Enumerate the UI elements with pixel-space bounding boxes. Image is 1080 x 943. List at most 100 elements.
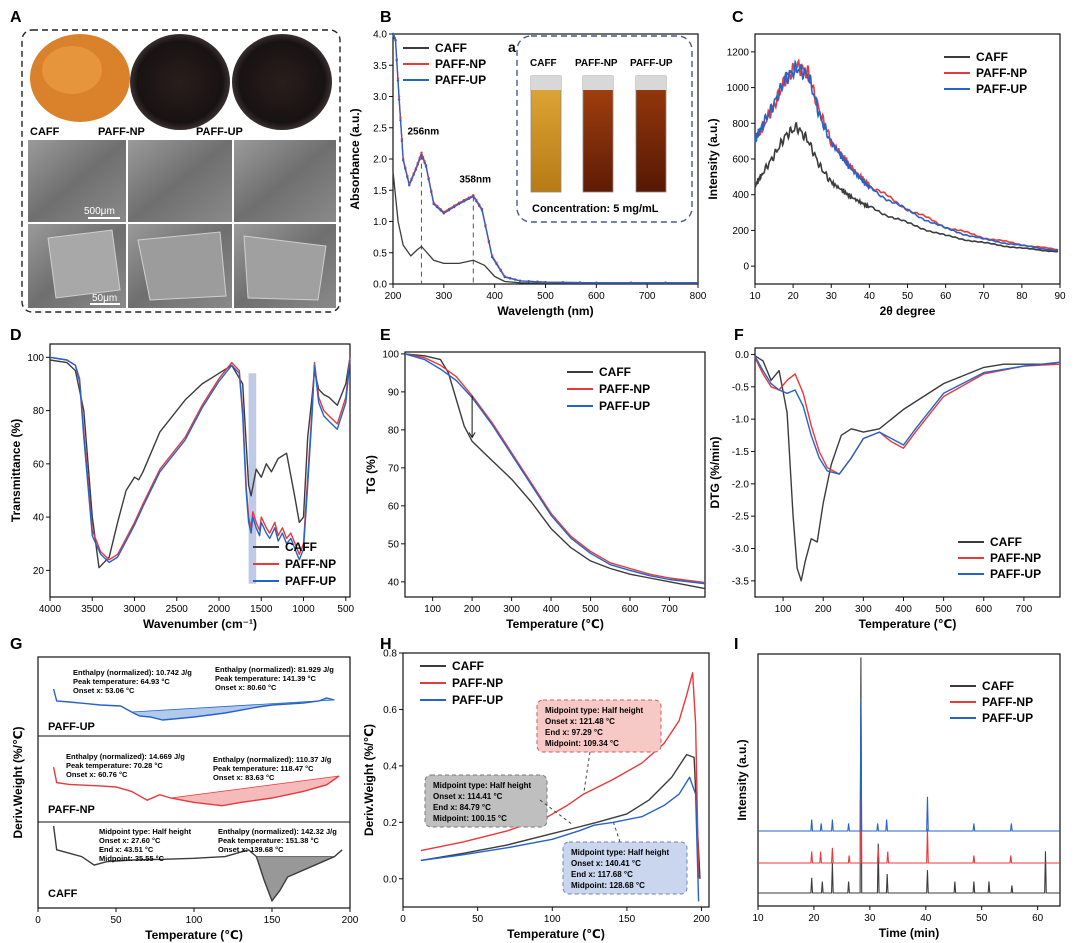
- y-axis-label: Transmittance (%): [9, 419, 23, 522]
- legend-label-paff-up: PAFF-UP: [599, 399, 650, 413]
- panel-b: B 200 300 400 500 600 700 800 0.0 0.5 1.0 1.5 2.0 2.5…: [348, 9, 707, 318]
- annotation-caff-left: Onset x: 27.60 °C: [99, 836, 161, 845]
- vial-label-paff-np: PAFF-NP: [575, 58, 618, 69]
- annotation-up-right: Peak temperature: 141.39 °C: [215, 674, 317, 683]
- plot-frame: [757, 653, 1061, 907]
- vial-paff-up: [635, 75, 667, 193]
- annotation-up-left: Peak temperature: 64.93 °C: [73, 677, 170, 686]
- legend-label-caff: CAFF: [452, 659, 484, 673]
- x-tick-label: 100: [544, 914, 561, 925]
- legend-label-caff: CAFF: [982, 679, 1014, 693]
- enthalpy-area: [256, 856, 335, 901]
- series-point-paff-np: [421, 155, 425, 159]
- x-tick-label: 10: [749, 291, 761, 302]
- y-tick-label: -2.5: [732, 512, 750, 523]
- shift-arrowhead: [468, 432, 476, 439]
- series-line-paff-up: [49, 356, 351, 564]
- legend-label-paff-up: PAFF-UP: [452, 693, 503, 707]
- annotation-up-right: Enthalpy (normalized): 81.929 J/g: [215, 665, 334, 674]
- series-line-caff: [754, 355, 1060, 582]
- y-tick-label: 0.2: [383, 818, 397, 829]
- legend-label-paff-up: PAFF-UP: [982, 711, 1033, 725]
- annotation-uploss: Midpoint: 128.68 °C: [571, 881, 645, 890]
- leader-line: [539, 799, 574, 826]
- series-point-paff-up: [527, 280, 530, 283]
- x-tick-label: 200: [464, 604, 481, 615]
- panel-e: E 100 200 300 400 500 600 700 40 50 60 70 80 90 100 Tem…: [364, 327, 706, 631]
- series-line-caff: [758, 657, 1060, 894]
- series-point-paff-up: [397, 98, 401, 101]
- x-tick-label: 400: [486, 291, 503, 302]
- y-tick-label: 4.0: [373, 30, 387, 41]
- series-point-paff-up: [430, 190, 433, 194]
- y-tick-label: -2.0: [732, 479, 750, 490]
- panel-label-b: B: [380, 9, 392, 26]
- legend-label-paff-np: PAFF-NP: [452, 676, 503, 690]
- panel-label-h: H: [380, 636, 392, 653]
- series-point-paff-up: [472, 195, 475, 198]
- x-tick-label: 200: [385, 291, 402, 302]
- x-tick-label: 10: [752, 913, 764, 924]
- annotation-caff-right: Enthalpy (normalized): 142.32 J/g: [218, 827, 337, 836]
- series-line-paff-up: [758, 697, 1060, 832]
- x-tick-label: 20: [808, 913, 820, 924]
- x-tick-label: 300: [503, 604, 520, 615]
- legend-label-paff-np: PAFF-NP: [599, 382, 650, 396]
- caff-powder-highlight: [42, 46, 102, 94]
- peak-label: 358nm: [459, 175, 491, 186]
- scale-label-bottom: 50μm: [92, 293, 117, 304]
- y-axis-label: DTG (%/min): [708, 437, 722, 509]
- y-tick-label: 20: [33, 566, 45, 577]
- vial-label-caff: CAFF: [530, 58, 557, 69]
- x-tick-label: 30: [864, 913, 876, 924]
- series-point-paff-up: [400, 139, 404, 143]
- x-tick-label: 200: [342, 915, 359, 926]
- x-tick-label: 40: [920, 913, 932, 924]
- annotation-caff-right: Peak temperature: 151.38 °C: [218, 836, 320, 845]
- series-point-paff-up: [484, 224, 487, 228]
- x-tick-label: 100: [186, 915, 203, 926]
- series-point-paff-up: [503, 275, 507, 279]
- leader-line: [583, 751, 591, 795]
- x-tick-label: 700: [661, 604, 678, 615]
- annotation-nploss: Midpoint type: Half height: [545, 706, 644, 715]
- series-point-paff-up: [391, 32, 395, 36]
- annotation-np-right: Enthalpy (normalized): 110.37 J/g: [213, 755, 332, 764]
- series-point-paff-up: [495, 262, 498, 266]
- annotation-np-left: Onset x: 60.76 °C: [66, 770, 128, 779]
- series-point-paff-np: [396, 77, 400, 80]
- x-tick-label: 60: [1032, 913, 1044, 924]
- y-tick-label: 40: [388, 577, 400, 588]
- series-point-paff-up: [394, 39, 397, 42]
- series-point-paff-up: [480, 209, 484, 212]
- y-tick-label: 80: [388, 425, 400, 436]
- inset-tag: a: [508, 39, 516, 55]
- series-point-paff-up: [578, 281, 582, 284]
- plot-frame: [49, 343, 351, 598]
- panel-label-i: I: [734, 636, 738, 653]
- y-tick-label: -1.0: [732, 415, 750, 426]
- x-tick-label: 50: [472, 914, 484, 925]
- series-point-paff-up: [420, 153, 423, 156]
- band-label-paff-np: PAFF-NP: [48, 804, 95, 816]
- annotation-caffloss: Onset x: 114.41 °C: [433, 792, 503, 801]
- vial-meniscus: [636, 76, 666, 90]
- vial-paff-np: [582, 75, 614, 193]
- highlight-band: [248, 373, 257, 584]
- x-tick-label: 200: [693, 914, 710, 925]
- series-point-paff-up: [544, 280, 547, 284]
- series-point-paff-up: [392, 34, 396, 38]
- x-axis-label: Temperature (℃): [507, 927, 605, 941]
- x-tick-label: 150: [619, 914, 636, 925]
- x-tick-label: 600: [622, 604, 639, 615]
- x-tick-label: 90: [1054, 291, 1066, 302]
- y-tick-label: 600: [732, 155, 749, 166]
- x-tick-label: 500: [537, 291, 554, 302]
- annotation-caff-left: End x: 43.51 °C: [99, 845, 154, 854]
- x-tick-label: 40: [864, 291, 876, 302]
- x-tick-label: 500: [935, 604, 952, 615]
- annotation-np-right: Peak temperature: 118.47 °C: [213, 764, 314, 773]
- panel-a-frame: [21, 29, 341, 313]
- series-point-paff-up: [536, 280, 539, 283]
